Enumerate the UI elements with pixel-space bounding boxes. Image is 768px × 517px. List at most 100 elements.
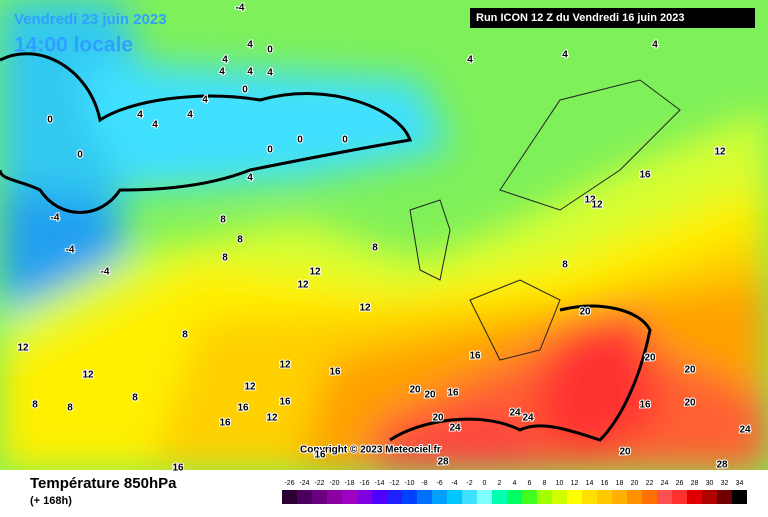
scale-label: 20 — [631, 480, 639, 487]
contour-label: 4 — [467, 55, 473, 66]
contour-label: 4 — [267, 68, 273, 79]
contour-label: 12 — [17, 343, 29, 354]
scale-label: 26 — [676, 480, 684, 487]
scale-label: -26 — [284, 480, 294, 487]
contour-label: 20 — [432, 413, 444, 424]
copyright: Copyright © 2023 Meteociel.fr — [300, 445, 441, 456]
run-info: Run ICON 12 Z du Vendredi 16 juin 2023 — [476, 12, 684, 24]
scale-swatch — [702, 490, 717, 504]
contour-label: 12 — [591, 200, 603, 211]
valid-date: Vendredi 23 juin 2023 — [14, 11, 167, 28]
contour-label: 16 — [279, 397, 291, 408]
contour-label: 16 — [329, 367, 341, 378]
contour-label: 0 — [342, 135, 348, 146]
contour-label: 16 — [639, 400, 651, 411]
scale-label: -16 — [359, 480, 369, 487]
contour-label: 20 — [684, 398, 696, 409]
scale-label: 0 — [483, 480, 487, 487]
scale-label: -2 — [466, 480, 472, 487]
scale-label: -20 — [329, 480, 339, 487]
scale-swatch — [342, 490, 357, 504]
scale-swatch — [462, 490, 477, 504]
contour-label: 12 — [714, 147, 726, 158]
scale-swatch — [717, 490, 732, 504]
scale-label: 8 — [543, 480, 547, 487]
scale-swatch — [612, 490, 627, 504]
scale-swatch — [447, 490, 462, 504]
scale-swatch — [327, 490, 342, 504]
contour-label: 16 — [219, 418, 231, 429]
contour-label: 4 — [247, 173, 253, 184]
contour-label: 16 — [639, 170, 651, 181]
contour-label: 16 — [469, 351, 481, 362]
scale-swatch — [672, 490, 687, 504]
contour-label: 4 — [187, 110, 193, 121]
contour-label: -4 — [101, 267, 110, 278]
scale-label: 24 — [661, 480, 669, 487]
contour-label: 24 — [739, 425, 751, 436]
scale-label: 34 — [736, 480, 744, 487]
contour-label: 8 — [220, 215, 226, 226]
contour-label: 20 — [684, 365, 696, 376]
contour-label: 28 — [437, 457, 449, 468]
field-name: Température 850hPa — [30, 475, 177, 492]
contour-label: 4 — [222, 55, 228, 66]
scale-swatch — [567, 490, 582, 504]
scale-swatch — [627, 490, 642, 504]
contour-label: -4 — [236, 3, 245, 14]
scale-swatch — [537, 490, 552, 504]
contour-label: 12 — [266, 413, 278, 424]
scale-swatch — [432, 490, 447, 504]
contour-label: 16 — [314, 450, 326, 461]
scale-swatch — [732, 490, 747, 504]
scale-swatch — [477, 490, 492, 504]
temperature-field — [0, 0, 768, 470]
contour-label: 4 — [219, 67, 225, 78]
scale-label: 4 — [513, 480, 517, 487]
contour-label: 8 — [67, 403, 73, 414]
scale-label: 2 — [498, 480, 502, 487]
scale-label: 28 — [691, 480, 699, 487]
scale-swatch — [282, 490, 297, 504]
contour-label: 12 — [244, 382, 256, 393]
scale-label: 14 — [586, 480, 594, 487]
contour-label: 12 — [584, 195, 596, 206]
contour-label: 16 — [237, 403, 249, 414]
scale-label: -24 — [299, 480, 309, 487]
scale-label: -6 — [436, 480, 442, 487]
contour-label: 20 — [409, 385, 421, 396]
contour-label: 0 — [267, 145, 273, 156]
contour-label: 4 — [652, 40, 658, 51]
contour-label: 0 — [47, 115, 53, 126]
scale-swatch — [492, 490, 507, 504]
scale-label: 22 — [646, 480, 654, 487]
scale-label: 10 — [556, 480, 564, 487]
contour-label: -4 — [66, 245, 75, 256]
scale-swatch — [657, 490, 672, 504]
scale-label: 32 — [721, 480, 729, 487]
contour-label: 20 — [424, 390, 436, 401]
scale-swatch — [507, 490, 522, 504]
scale-label: -22 — [314, 480, 324, 487]
contour-label: 4 — [247, 67, 253, 78]
contour-label: 16 — [172, 463, 184, 474]
contour-label: 20 — [619, 447, 631, 458]
contour-label: 24 — [522, 413, 534, 424]
contour-label: 0 — [297, 135, 303, 146]
scale-swatch — [357, 490, 372, 504]
contour-label: 20 — [644, 353, 656, 364]
run-box — [470, 8, 755, 28]
contour-label: 4 — [202, 95, 208, 106]
scale-swatch — [582, 490, 597, 504]
scale-label: -14 — [374, 480, 384, 487]
contour-label: 8 — [32, 400, 38, 411]
contour-label: 16 — [447, 388, 459, 399]
contour-label: 20 — [579, 307, 591, 318]
scale-label: 30 — [706, 480, 714, 487]
scale-swatch — [387, 490, 402, 504]
scale-swatch — [417, 490, 432, 504]
scale-label: -10 — [404, 480, 414, 487]
scale-swatch — [597, 490, 612, 504]
